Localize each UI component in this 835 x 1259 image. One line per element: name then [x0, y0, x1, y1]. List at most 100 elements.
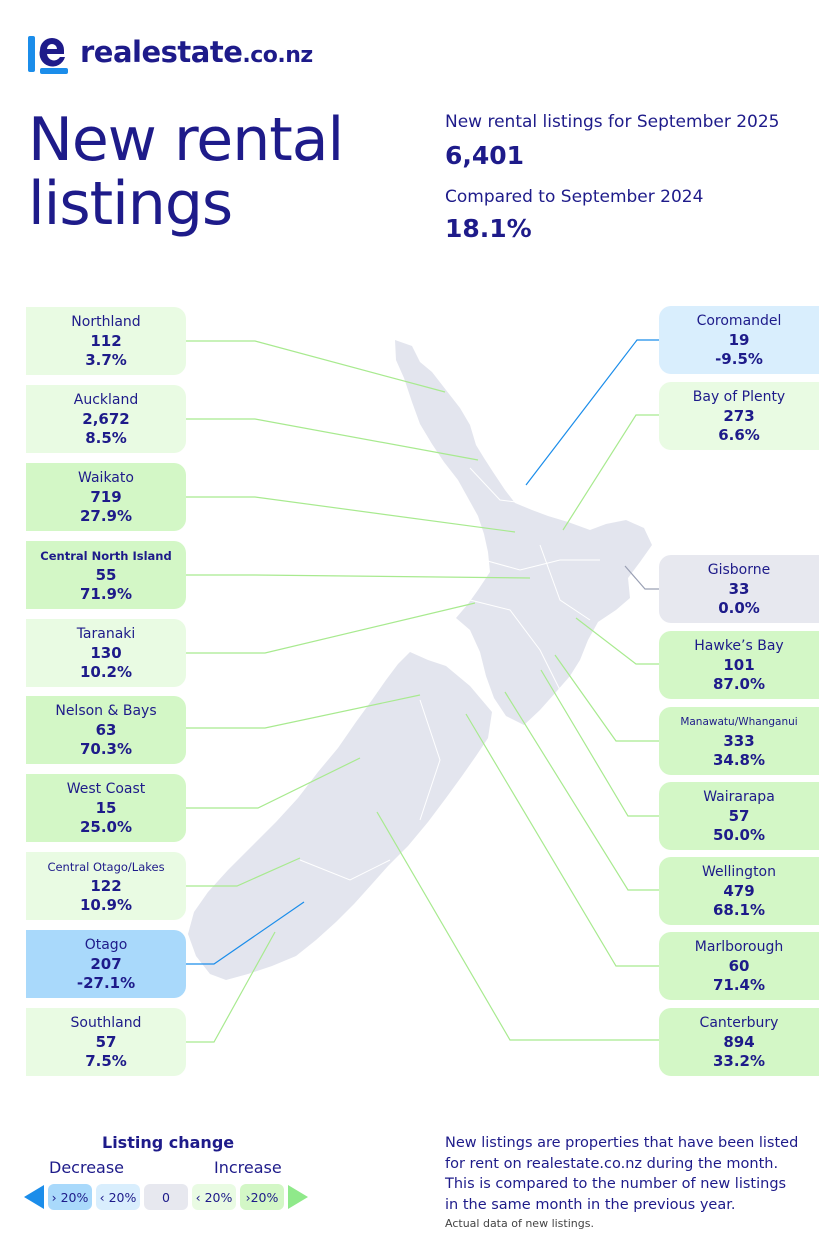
region-change: 87.0%: [712, 674, 766, 693]
region-card-hawkes-bay: Hawke’s Bay 101 87.0%: [659, 631, 819, 699]
region-count: 719: [90, 487, 122, 506]
region-name: Otago: [84, 936, 128, 953]
methodology-note: New listings are properties that have be…: [445, 1135, 799, 1213]
region-card-waikato: Waikato 719 27.9%: [26, 463, 186, 531]
region-card-west-coast: West Coast 15 25.0%: [26, 774, 186, 842]
leader-southland: [186, 931, 276, 1043]
region-count: 15: [95, 798, 117, 817]
south-island-shape: [188, 652, 492, 980]
page-title: New rental listings: [28, 105, 344, 239]
page-title-line1: New rental: [28, 105, 344, 175]
leader-canterbury: [376, 811, 659, 1041]
region-card-central-north-island: Central North Island 55 71.9%: [26, 541, 186, 609]
region-name: Hawke’s Bay: [694, 637, 784, 654]
logo-icon: [26, 30, 70, 74]
region-count: 19: [728, 330, 750, 349]
region-change: -27.1%: [76, 973, 136, 992]
region-change: 33.2%: [712, 1051, 766, 1070]
compare-label: Compared to September 2024: [445, 187, 704, 207]
region-name: West Coast: [66, 780, 146, 797]
region-change: 10.9%: [79, 895, 133, 914]
page-title-line2: listings: [28, 169, 233, 239]
region-card-coromandel: Coromandel 19 -9.5%: [659, 306, 819, 374]
region-name: Canterbury: [699, 1014, 779, 1031]
region-card-southland: Southland 57 7.5%: [26, 1008, 186, 1076]
region-name: Waikato: [78, 469, 134, 486]
region-name: Coromandel: [696, 312, 782, 329]
legend-chip-no-change: 0: [144, 1184, 188, 1210]
legend-chip-increase-under-20: ‹ 20%: [192, 1184, 236, 1210]
region-change: 6.6%: [718, 425, 760, 444]
leader-waikato: [186, 496, 516, 533]
legend-scale: › 20% ‹ 20% 0 ‹ 20% ›20%: [24, 1184, 308, 1210]
region-change: 3.7%: [85, 350, 127, 369]
region-count: 479: [723, 881, 755, 900]
region-card-wairarapa: Wairarapa 57 50.0%: [659, 782, 819, 850]
region-change: 0.0%: [718, 598, 760, 617]
region-count: 57: [95, 1032, 117, 1051]
region-count: 60: [728, 956, 750, 975]
region-change: 71.4%: [712, 975, 766, 994]
region-card-wellington: Wellington 479 68.1%: [659, 857, 819, 925]
leader-northland: [186, 340, 446, 393]
legend-title: Listing change: [102, 1133, 235, 1152]
region-count: 130: [90, 643, 122, 662]
region-card-canterbury: Canterbury 894 33.2%: [659, 1008, 819, 1076]
region-count: 273: [723, 406, 755, 425]
region-count: 894: [723, 1032, 755, 1051]
region-name: Gisborne: [707, 561, 771, 578]
region-count: 63: [95, 720, 117, 739]
leader-lines: [186, 339, 659, 1043]
region-card-nelson-bays: Nelson & Bays 63 70.3%: [26, 696, 186, 764]
region-count: 122: [90, 876, 122, 895]
region-name: Wairarapa: [703, 788, 775, 805]
leader-bay-of-plenty: [562, 414, 659, 531]
region-card-bay-of-plenty: Bay of Plenty 273 6.6%: [659, 382, 819, 450]
legend-chip-decrease-over-20: › 20%: [48, 1184, 92, 1210]
leader-coromandel: [525, 339, 659, 486]
region-name: Manawatu/Whanganui: [680, 715, 798, 728]
listings-label: New rental listings for September 2025: [445, 112, 780, 132]
region-change: 25.0%: [79, 817, 133, 836]
region-count: 33: [728, 579, 750, 598]
region-change: 34.8%: [712, 750, 766, 769]
region-count: 101: [723, 655, 755, 674]
region-card-northland: Northland 112 3.7%: [26, 307, 186, 375]
region-count: 55: [95, 565, 117, 584]
leader-manawatu: [554, 654, 659, 742]
region-name: Marlborough: [694, 938, 784, 955]
leader-wellington: [504, 691, 659, 891]
region-change: 50.0%: [712, 825, 766, 844]
increase-arrow-icon: [288, 1185, 308, 1209]
region-card-central-otago-lakes: Central Otago/Lakes 122 10.9%: [26, 852, 186, 920]
region-name: Nelson & Bays: [55, 702, 157, 719]
region-count: 2,672: [82, 409, 130, 428]
region-count: 333: [723, 731, 755, 750]
legend-decrease-label: Decrease: [49, 1158, 125, 1177]
leader-wairarapa: [540, 669, 659, 817]
region-card-taranaki: Taranaki 130 10.2%: [26, 619, 186, 687]
region-change: 71.9%: [79, 584, 133, 603]
north-island-shape: [395, 340, 652, 725]
region-name: Wellington: [702, 863, 776, 880]
leader-central-north-island: [186, 574, 531, 579]
leader-marlborough: [465, 713, 659, 967]
region-card-auckland: Auckland 2,672 8.5%: [26, 385, 186, 453]
leader-otago: [186, 901, 305, 965]
region-change: 10.2%: [79, 662, 133, 681]
leader-gisborne: [624, 565, 659, 590]
region-count: 112: [90, 331, 122, 350]
brand-logo[interactable]: realestate.co.nz: [26, 28, 313, 76]
region-change: 8.5%: [85, 428, 127, 447]
region-card-manawatu-whanganui: Manawatu/Whanganui 333 34.8%: [659, 707, 819, 775]
leader-auckland: [186, 418, 479, 461]
region-name: Southland: [70, 1014, 142, 1031]
region-change: 70.3%: [79, 739, 133, 758]
region-boundaries: [299, 467, 600, 881]
region-card-gisborne: Gisborne 33 0.0%: [659, 555, 819, 623]
region-card-otago: Otago 207 -27.1%: [26, 930, 186, 998]
region-name: Auckland: [73, 391, 139, 408]
legend-chip-increase-over-20: ›20%: [240, 1184, 284, 1210]
region-count: 207: [90, 954, 122, 973]
